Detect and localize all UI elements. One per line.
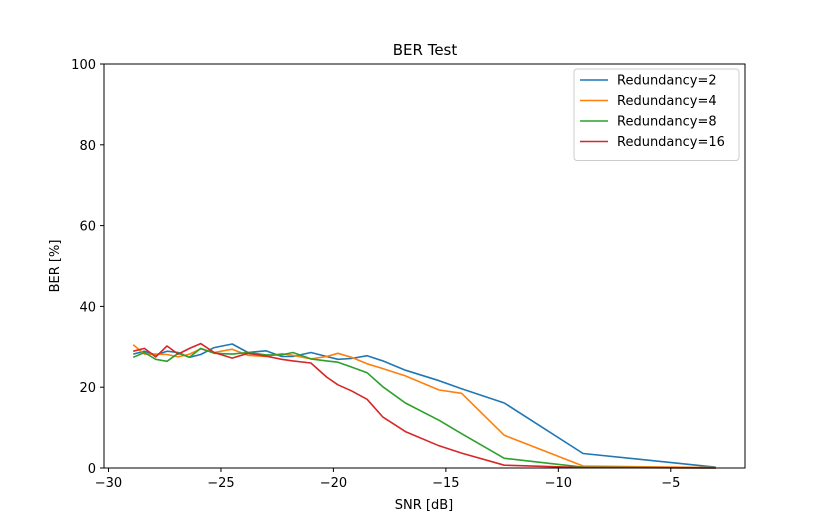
x-tick-label: −30 — [95, 476, 122, 491]
legend: Redundancy=2 Redundancy=4 Redundancy=8 Redu… — [573, 68, 740, 161]
x-axis-label: SNR [dB] — [395, 498, 453, 513]
y-tick-label: 60 — [79, 220, 96, 235]
legend-entry: Redundancy=4 — [617, 94, 717, 109]
chart-title: BER Test — [393, 41, 458, 59]
x-tick-label: −15 — [432, 476, 459, 491]
x-axis-ticks: −30 −25 −20 −15 −10 −5 — [95, 468, 680, 491]
y-tick-label: 100 — [71, 58, 96, 73]
x-tick-label: −5 — [661, 476, 680, 491]
x-tick-label: −10 — [545, 476, 572, 491]
series-line-2 — [132, 344, 716, 469]
legend-entry: Redundancy=2 — [617, 74, 717, 89]
y-tick-label: 20 — [79, 381, 96, 396]
series-line-4 — [133, 342, 716, 469]
legend-entry: Redundancy=16 — [617, 135, 725, 150]
x-tick-label: −20 — [320, 476, 347, 491]
legend-entry: Redundancy=8 — [617, 115, 717, 130]
y-tick-label: 80 — [79, 139, 96, 154]
y-tick-label: 40 — [79, 300, 96, 315]
y-axis-ticks: 0 20 40 60 80 100 — [71, 58, 104, 477]
x-tick-label: −25 — [207, 476, 234, 491]
y-tick-label: 0 — [88, 462, 96, 477]
series-lines — [132, 342, 716, 469]
legend-frame — [573, 68, 740, 161]
y-axis-label: BER [%] — [48, 240, 63, 293]
plot-frame — [103, 63, 746, 469]
